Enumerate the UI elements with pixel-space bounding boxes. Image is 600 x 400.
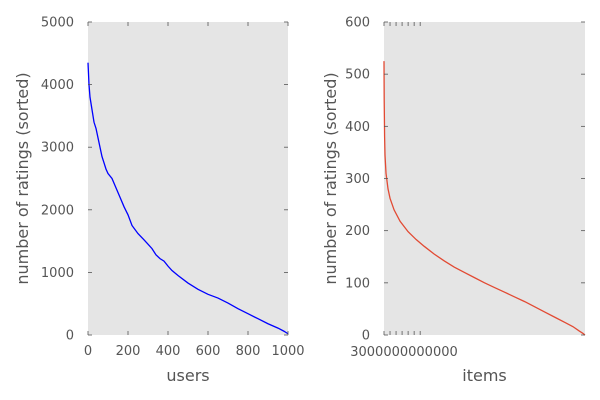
right-y-ticks: 0 100 200 300 400 500 600 xyxy=(345,16,585,344)
right-y-tick-label: 300 xyxy=(345,172,370,187)
right-x-tick-labels-overlapped: 3000000000000 xyxy=(350,345,458,360)
right-y-tick-label: 600 xyxy=(345,16,370,31)
left-x-tick-label: 0 xyxy=(84,344,92,359)
right-y-tick-label: 100 xyxy=(345,276,370,291)
right-y-tick-label: 500 xyxy=(345,68,370,83)
left-y-tick-label: 4000 xyxy=(41,78,74,93)
right-x-ticks xyxy=(383,22,421,335)
left-x-axis-label: users xyxy=(166,366,209,385)
left-plot-area xyxy=(88,22,288,335)
right-x-axis-label: items xyxy=(462,366,506,385)
left-series-line xyxy=(87,62,289,335)
left-x-tick-label: 1000 xyxy=(271,344,304,359)
left-y-axis-label: number of ratings (sorted) xyxy=(13,72,32,284)
right-y-axis-label: number of ratings (sorted) xyxy=(321,72,340,284)
right-plot-area xyxy=(384,22,585,335)
left-x-tick-label: 400 xyxy=(156,344,181,359)
left-chart: 0 200 400 600 800 1000 010002000300040005000 … xyxy=(13,16,305,386)
right-y-tick-label: 0 xyxy=(362,329,370,344)
left-x-tick-label: 600 xyxy=(196,344,221,359)
left-y-tick-label: 3000 xyxy=(41,141,74,156)
left-x-tick-label: 200 xyxy=(116,344,141,359)
right-series-line xyxy=(383,61,586,336)
left-y-ticks: 0 1000 2000 3000 4000 5000 xyxy=(41,16,288,344)
left-y-tick-label: 1000 xyxy=(41,266,74,281)
right-y-tick-label: 200 xyxy=(345,224,370,239)
right-y-tick-label: 400 xyxy=(345,120,370,135)
left-y-tick-label: 5000 xyxy=(41,16,74,31)
left-x-tick-label: 800 xyxy=(236,344,261,359)
left-y-tick-label: 0 xyxy=(66,329,74,344)
left-x-ticks: 0 200 400 600 800 1000 xyxy=(84,22,305,359)
left-y-tick-label: 2000 xyxy=(41,203,74,218)
